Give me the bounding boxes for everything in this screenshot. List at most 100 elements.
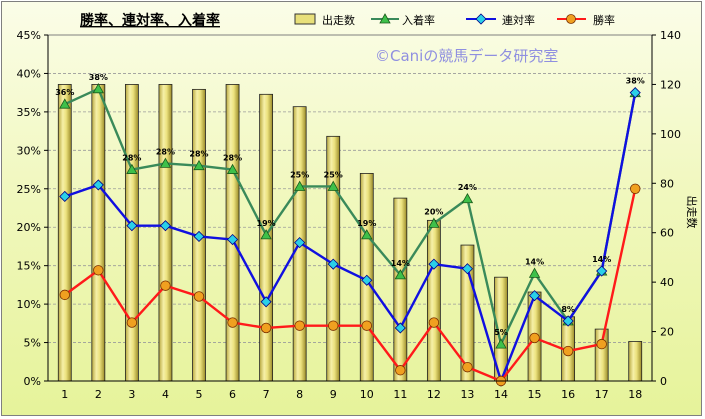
marker-rentai bbox=[528, 290, 541, 302]
legend: 出走数 入着率 連対率 勝率 bbox=[294, 13, 615, 27]
marker-placing bbox=[461, 192, 474, 204]
marker-win bbox=[529, 332, 540, 344]
marker-rentai bbox=[361, 274, 373, 286]
series-line-rentai bbox=[64, 92, 637, 383]
data-label-placing: 19% bbox=[357, 219, 376, 228]
x-tick-label: 16 bbox=[561, 388, 575, 401]
x-tick-label: 2 bbox=[95, 388, 102, 401]
x-tick-label: 14 bbox=[494, 388, 508, 401]
bar-starts bbox=[628, 341, 643, 382]
x-tick-label: 8 bbox=[296, 388, 303, 401]
bar-starts bbox=[594, 328, 609, 382]
marker-rentai bbox=[92, 179, 104, 191]
y-right-tick-label: 80 bbox=[660, 177, 674, 190]
marker-placing bbox=[126, 163, 138, 174]
y-left-tick-label: 45% bbox=[17, 29, 41, 42]
marker-placing bbox=[327, 180, 339, 191]
data-label-placing: 25% bbox=[324, 170, 343, 179]
data-label-placing: 28% bbox=[223, 154, 242, 163]
marker-win bbox=[395, 365, 406, 376]
legend-swatch-starts bbox=[294, 13, 316, 25]
legend-label-win: 勝率 bbox=[593, 13, 615, 27]
marker-rentai bbox=[428, 258, 440, 270]
marker-placing bbox=[528, 267, 541, 278]
data-label-placing: 14% bbox=[525, 257, 544, 266]
watermark-text: ©Caniの競馬データ研究室 bbox=[375, 47, 558, 65]
legend-label-starts: 出走数 bbox=[322, 13, 355, 27]
marker-win bbox=[294, 320, 305, 331]
marker-placing bbox=[193, 159, 205, 171]
right-axis-title: 出走数 bbox=[685, 196, 699, 229]
marker-placing bbox=[428, 217, 440, 228]
x-tick-label: 9 bbox=[330, 388, 337, 401]
y-left-tick-label: 5% bbox=[24, 337, 41, 350]
marker-rentai bbox=[629, 87, 641, 99]
x-tick-label: 13 bbox=[460, 388, 474, 401]
marker-win bbox=[160, 280, 171, 291]
marker-win bbox=[93, 265, 104, 276]
marker-rentai bbox=[226, 233, 239, 246]
y-right-tick-label: 100 bbox=[660, 128, 681, 141]
marker-win bbox=[596, 338, 607, 350]
marker-win bbox=[193, 291, 205, 302]
marker-placing bbox=[293, 180, 306, 191]
y-left-tick-label: 10% bbox=[17, 298, 41, 311]
marker-rentai bbox=[159, 220, 172, 232]
x-tick-label: 11 bbox=[393, 388, 407, 401]
y-left-tick-label: 25% bbox=[17, 183, 41, 196]
marker-rentai bbox=[562, 315, 574, 327]
marker-rentai bbox=[126, 220, 138, 232]
data-label-placing: 20% bbox=[424, 207, 443, 216]
data-label-placing: 24% bbox=[458, 183, 477, 192]
legend-marker-placing bbox=[379, 13, 391, 24]
marker-win bbox=[59, 289, 70, 301]
x-tick-label: 15 bbox=[528, 388, 542, 401]
bar-layer bbox=[57, 84, 643, 382]
data-label-placing: 8% bbox=[561, 305, 575, 314]
x-tick-label: 5 bbox=[196, 388, 203, 401]
marker-win bbox=[361, 320, 372, 331]
marker-placing bbox=[92, 82, 105, 94]
legend-marker-rentai bbox=[475, 13, 487, 25]
marker-rentai bbox=[461, 263, 474, 275]
marker-rentai bbox=[596, 265, 608, 277]
data-label-placing: 14% bbox=[391, 259, 410, 268]
marker-win bbox=[562, 345, 574, 357]
x-tick-label: 6 bbox=[229, 388, 236, 401]
data-label-placing: 38% bbox=[89, 73, 108, 82]
marker-win bbox=[126, 317, 138, 328]
bar-starts bbox=[393, 197, 408, 382]
chart-title: 勝率、連対率、入着率 bbox=[80, 12, 220, 29]
y-left-tick-label: 20% bbox=[17, 221, 41, 234]
y-left-tick-label: 40% bbox=[17, 67, 41, 80]
y-right-tick-label: 120 bbox=[660, 78, 681, 91]
x-tick-label: 4 bbox=[162, 388, 169, 401]
y-right-tick-label: 0 bbox=[660, 375, 667, 388]
x-tick-label: 7 bbox=[263, 388, 270, 401]
marker-win bbox=[227, 317, 238, 328]
data-label-placing: 28% bbox=[189, 150, 208, 159]
bar-starts bbox=[57, 84, 72, 382]
y-left-tick-label: 0% bbox=[24, 375, 41, 388]
series-line-win bbox=[64, 188, 637, 383]
marker-placing bbox=[361, 229, 373, 240]
y-right-tick-label: 40 bbox=[660, 276, 674, 289]
marker-win bbox=[260, 322, 272, 334]
marker-placing bbox=[495, 338, 507, 349]
bar-starts bbox=[426, 219, 441, 382]
marker-win bbox=[428, 317, 440, 328]
marker-placing bbox=[159, 157, 172, 168]
marker-rentai bbox=[193, 230, 205, 243]
bar-starts bbox=[225, 84, 240, 382]
bar-starts bbox=[158, 84, 173, 382]
x-tick-label: 10 bbox=[360, 388, 374, 401]
y-left-tick-label: 15% bbox=[17, 260, 41, 273]
y-right-tick-label: 140 bbox=[660, 29, 681, 42]
axis-layer: 0%5%10%15%20%25%30%35%40%45%020406080100… bbox=[17, 29, 681, 401]
data-label-placing: 28% bbox=[122, 154, 141, 163]
marker-placing bbox=[260, 229, 272, 240]
marker-rentai bbox=[294, 237, 306, 249]
y-left-tick-label: 35% bbox=[17, 106, 41, 119]
x-tick-label: 17 bbox=[595, 388, 609, 401]
